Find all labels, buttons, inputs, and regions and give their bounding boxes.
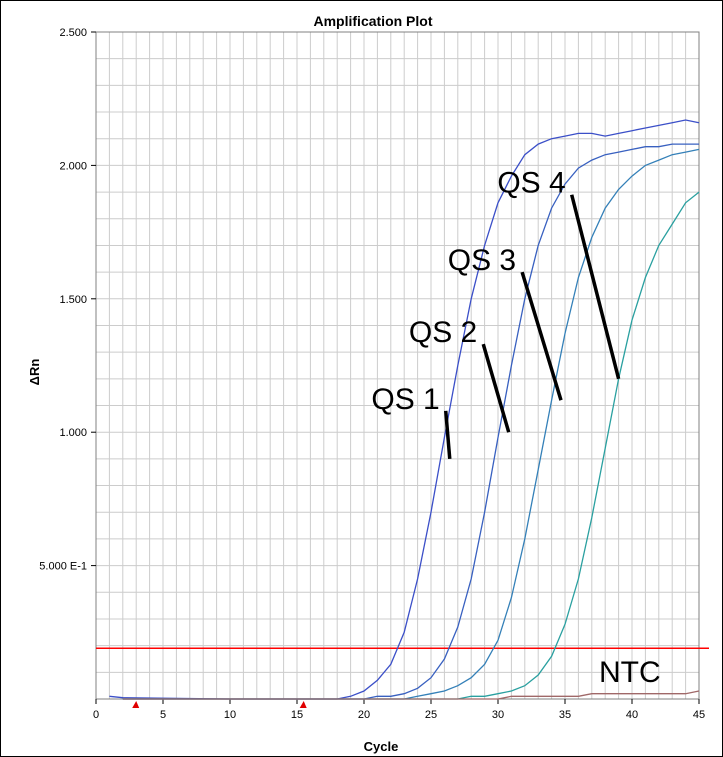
series-line <box>109 119 700 700</box>
annotation-leader-line <box>443 410 452 460</box>
baseline-marker <box>299 701 307 708</box>
series-line <box>122 191 700 700</box>
x-axis-label: Cycle <box>364 739 399 754</box>
x-tick-label: 5 <box>160 709 166 721</box>
y-tick-label: 2.000 <box>59 160 87 172</box>
annotation-label: QS 3 <box>448 244 516 277</box>
axis-ticks: 0 5 10 15 20 25 30 35 40 45 5.000 E-1 1.000 1.500 2.0… <box>39 27 705 721</box>
x-tick-label: 15 <box>291 709 303 721</box>
baseline-marker <box>132 701 140 708</box>
annotation-label: QS 4 <box>497 167 565 200</box>
series-line <box>122 143 699 700</box>
plot-area <box>96 32 699 699</box>
annotation-label: QS 2 <box>409 316 477 349</box>
grid <box>95 31 700 700</box>
series-line <box>122 148 700 700</box>
annotation-label: QS 1 <box>371 383 439 416</box>
x-tick-label: 20 <box>358 709 370 721</box>
x-tick-label: 25 <box>425 709 437 721</box>
y-tick-label: 1.000 <box>59 427 87 439</box>
y-tick-label: 5.000 E-1 <box>39 561 87 573</box>
ntc-label: NTC <box>599 656 661 689</box>
annotations: QS 4 QS 3 QS 2 QS 1 <box>371 167 621 460</box>
x-tick-label: 0 <box>93 709 99 721</box>
x-tick-label: 45 <box>693 709 705 721</box>
baseline-markers <box>132 701 307 708</box>
annotation-leader-line <box>481 343 511 433</box>
x-tick-label: 40 <box>626 709 638 721</box>
chart-title: Amplification Plot <box>314 13 433 29</box>
series-line <box>122 690 700 700</box>
annotation-leader-line <box>570 194 621 380</box>
x-tick-label: 30 <box>492 709 504 721</box>
x-tick-label: 10 <box>224 709 236 721</box>
annotation-leader-line <box>520 271 563 401</box>
y-tick-label: 1.500 <box>59 294 87 306</box>
x-tick-label: 35 <box>559 709 571 721</box>
y-axis-label: ΔRn <box>27 359 42 386</box>
series-layer <box>109 119 700 700</box>
y-tick-label: 2.500 <box>59 27 87 39</box>
